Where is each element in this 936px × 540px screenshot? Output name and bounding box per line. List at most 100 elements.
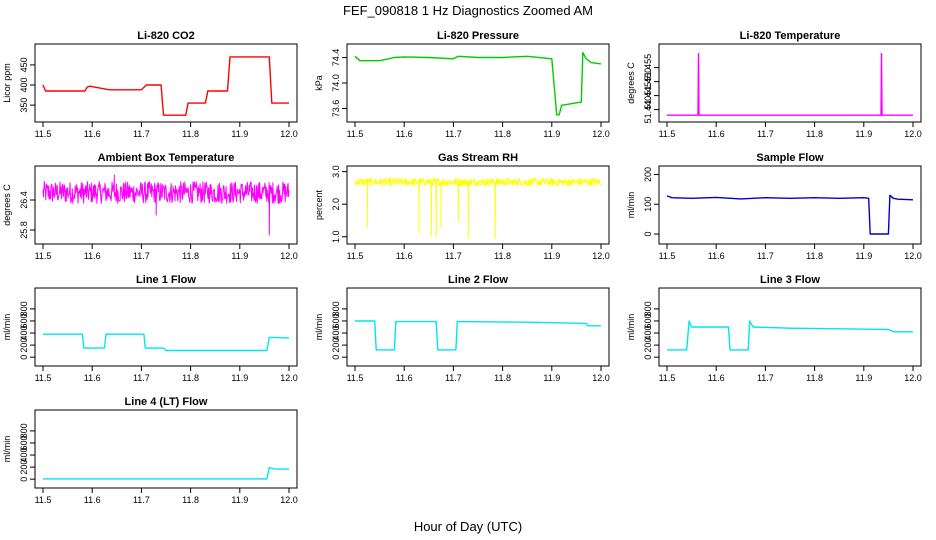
y-tick-label: 600: [331, 313, 341, 328]
x-tick-label: 11.7: [445, 129, 462, 139]
x-tick-label: 12.0: [592, 373, 610, 383]
panel-ambient-box-temperature: Ambient Box Temperature 11.5 11.6 11.7 11.8 1…: [2, 152, 298, 261]
x-tick-label: 12.0: [904, 129, 922, 139]
y-axis-label: percent: [314, 189, 324, 220]
x-tick-label: 12.0: [904, 373, 922, 383]
x-tick-label: 12.0: [280, 495, 298, 505]
y-tick-label: 350: [19, 98, 29, 113]
y-axis-label: degrees C: [2, 184, 12, 226]
panel-title: Gas Stream RH: [438, 152, 518, 164]
y-tick-label: 3.0: [331, 165, 341, 178]
y-tick-label: 600: [19, 313, 29, 328]
x-tick-label: 11.8: [806, 373, 823, 383]
y-tick-label: 51.450: [643, 68, 653, 96]
x-tick-label: 11.9: [231, 495, 248, 505]
series-line: [42, 56, 289, 116]
y-axis-label: ml/min: [626, 314, 636, 341]
x-tick-label: 11.6: [708, 251, 725, 261]
x-tick-label: 11.7: [757, 251, 774, 261]
x-tick-label: 11.9: [855, 251, 872, 261]
panel-line-1-flow: Line 1 Flow 11.5 11.6 11.7 11.8 11.9 12.0 0 2004…: [2, 274, 298, 383]
x-tick-label: 11.9: [231, 373, 248, 383]
x-tick-label: 11.9: [543, 373, 560, 383]
y-tick-label: 26.4: [19, 191, 29, 209]
panel-line-3-flow: Line 3 Flow 11.5 11.6 11.7 11.8 11.9 12.0 0 2004…: [626, 274, 922, 383]
x-tick-label: 11.5: [659, 129, 676, 139]
y-axis-label: ml/min: [2, 314, 12, 341]
plot-frame: [346, 43, 610, 123]
x-tick-label: 11.8: [182, 373, 199, 383]
y-tick-label: 400: [643, 326, 653, 341]
y-tick-label: 0: [19, 355, 29, 360]
x-tick-label: 11.9: [543, 251, 560, 261]
y-tick-label: 800: [643, 301, 653, 316]
x-tick-label: 11.6: [396, 129, 413, 139]
y-tick-label: 600: [643, 313, 653, 328]
y-axis-label: ml/min: [314, 314, 324, 341]
y-tick-label: 0: [331, 355, 341, 360]
x-tick-label: 11.9: [543, 129, 560, 139]
x-tick-label: 11.7: [757, 129, 774, 139]
panel-li-820-co2: Li-820 CO2 11.5 11.6 11.7 11.8 11.9 12.0 350 400…: [2, 30, 298, 139]
x-tick-label: 11.7: [133, 129, 150, 139]
plot-frame: [658, 287, 922, 367]
panel-title: Li-820 Temperature: [740, 30, 841, 42]
series-line: [42, 174, 290, 236]
x-tick-label: 11.5: [35, 129, 52, 139]
x-tick-label: 11.8: [182, 251, 199, 261]
y-tick-label: 400: [19, 448, 29, 463]
y-tick-label: 51.440: [643, 96, 653, 124]
y-axis-label: Licor ppm: [2, 63, 12, 103]
y-tick-label: 200: [643, 167, 653, 182]
panel-li-820-temperature: Li-820 Temperature 11.5 11.6 11.7 11.8 11.9 12…: [626, 30, 922, 139]
panel-sample-flow: Sample Flow 11.5 11.6 11.7 11.8 11.9 12.0 0 100 2…: [626, 152, 922, 261]
y-tick-label: 0: [643, 232, 653, 237]
series-line: [354, 177, 602, 239]
x-tick-label: 11.7: [133, 373, 150, 383]
plot-frame: [658, 43, 922, 123]
y-tick-label: 200: [19, 460, 29, 475]
y-tick-label: 74.0: [331, 74, 341, 92]
panel-title: Line 2 Flow: [448, 274, 508, 286]
y-tick-label: 800: [19, 423, 29, 438]
x-tick-label: 11.9: [855, 129, 872, 139]
x-tick-label: 11.5: [35, 251, 52, 261]
x-tick-label: 11.6: [708, 129, 725, 139]
y-tick-label: 200: [19, 338, 29, 353]
panel-title: Line 1 Flow: [136, 274, 196, 286]
x-tick-label: 11.7: [133, 251, 150, 261]
y-tick-label: 0: [19, 477, 29, 482]
x-tick-label: 11.9: [231, 251, 248, 261]
series-line: [43, 467, 290, 480]
y-axis-label: ml/min: [626, 192, 636, 219]
x-tick-label: 11.8: [806, 129, 823, 139]
x-tick-label: 11.5: [347, 129, 364, 139]
x-tick-label: 11.7: [757, 373, 774, 383]
x-tick-label: 11.8: [182, 495, 199, 505]
panel-li-820-pressure: Li-820 Pressure 11.5 11.6 11.7 11.8 11.9 12.0 7…: [314, 30, 610, 139]
x-tick-label: 11.7: [133, 495, 150, 505]
figure-x-axis-label: Hour of Day (UTC): [414, 519, 522, 534]
x-tick-label: 11.6: [396, 373, 413, 383]
y-tick-label: 400: [19, 326, 29, 341]
x-tick-label: 12.0: [280, 251, 298, 261]
x-tick-label: 11.9: [855, 373, 872, 383]
figure-title: FEF_090818 1 Hz Diagnostics Zoomed AM: [343, 3, 593, 18]
y-tick-label: 200: [331, 338, 341, 353]
x-tick-label: 11.6: [708, 373, 725, 383]
x-tick-label: 11.8: [494, 129, 511, 139]
panel-title: Ambient Box Temperature: [98, 152, 235, 164]
x-tick-label: 11.8: [494, 251, 511, 261]
y-tick-label: 2.0: [331, 198, 341, 211]
x-tick-label: 11.8: [806, 251, 823, 261]
series-line: [667, 52, 913, 116]
panel-line-2-flow: Line 2 Flow 11.5 11.6 11.7 11.8 11.9 12.0 0 2004…: [314, 274, 610, 383]
series-line: [666, 194, 914, 235]
y-tick-label: 400: [19, 77, 29, 92]
x-tick-label: 12.0: [904, 251, 922, 261]
x-tick-label: 11.6: [84, 373, 101, 383]
y-tick-label: 73.6: [331, 100, 341, 118]
y-tick-label: 1.0: [331, 230, 341, 243]
x-tick-label: 11.6: [84, 251, 101, 261]
